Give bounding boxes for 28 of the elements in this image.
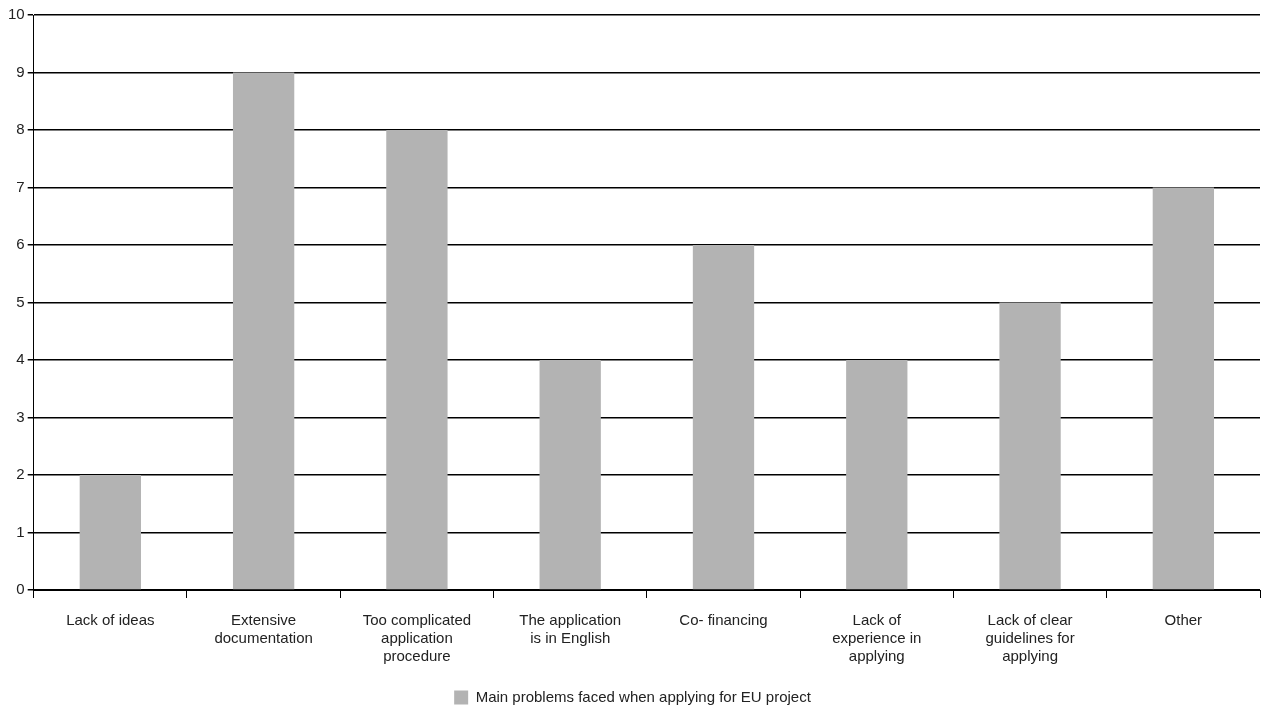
y-tick-label: 2 — [16, 465, 25, 483]
x-tick-label: Lack of clear guidelines for applying — [985, 611, 1075, 665]
y-tick-label: 0 — [16, 580, 25, 598]
x-tick-label: Lack of ideas — [66, 611, 155, 629]
bar — [846, 360, 908, 590]
bar — [539, 360, 601, 590]
x-tick-label: Too complicated application procedure — [362, 611, 472, 665]
x-tick-label: Co- financing — [679, 611, 768, 629]
y-tick-label: 5 — [16, 292, 25, 310]
y-tick-label: 8 — [16, 120, 25, 138]
bar — [79, 475, 141, 590]
y-tick-label: 1 — [16, 522, 25, 540]
x-tick-label: Other — [1164, 611, 1203, 629]
bar — [1152, 187, 1215, 590]
x-tick-label: Lack of experience in applying — [832, 611, 922, 665]
bar — [386, 130, 448, 590]
y-tick-label: 7 — [16, 177, 25, 195]
y-tick-label: 10 — [8, 5, 25, 23]
x-tick-label: Extensive documentation — [214, 611, 313, 647]
y-tick-label: 9 — [16, 62, 25, 80]
y-tick-label: 3 — [16, 407, 25, 425]
y-tick-label: 6 — [16, 235, 25, 253]
bar — [999, 302, 1061, 590]
x-tick-label: The application is in English — [519, 611, 622, 647]
bar — [232, 72, 295, 590]
y-tick-label: 4 — [16, 350, 25, 368]
legend-label: Main problems faced when applying for EU project — [475, 687, 812, 705]
bar — [692, 245, 755, 590]
